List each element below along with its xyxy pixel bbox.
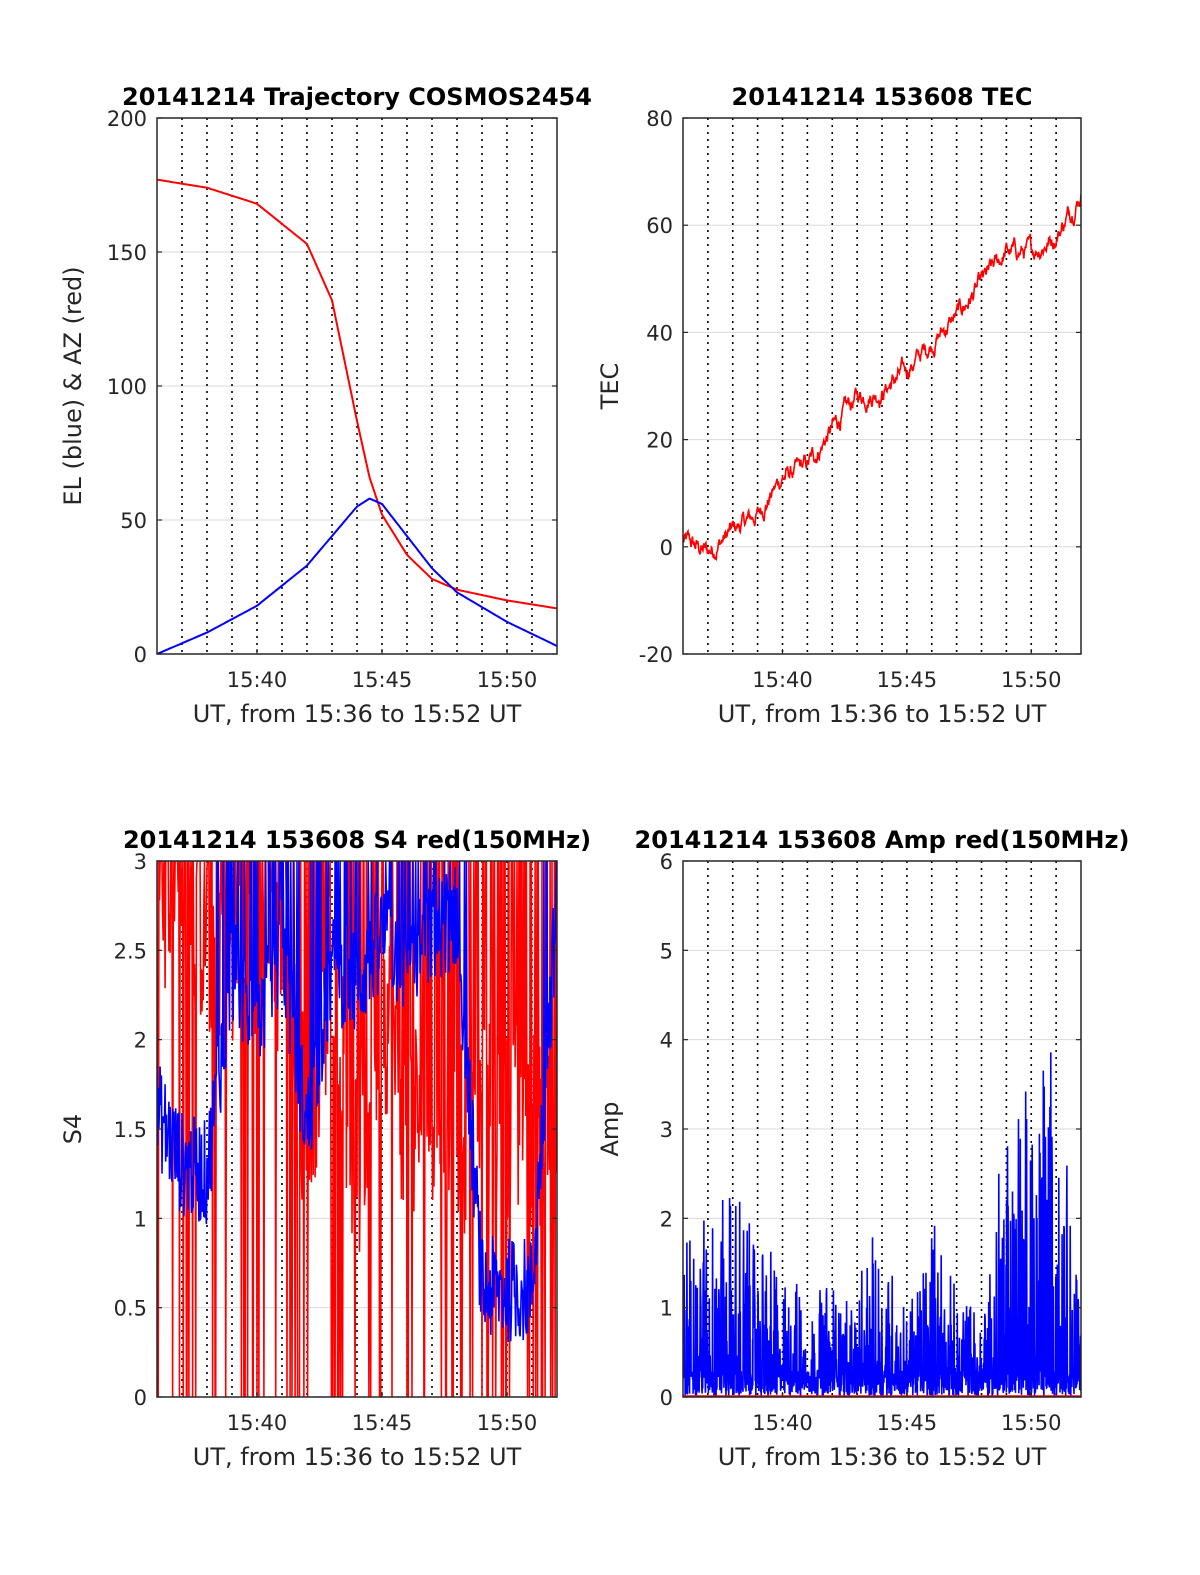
y-tick-label: 6 — [660, 850, 673, 874]
y-tick-label: 0 — [134, 1386, 147, 1410]
chart-panel-3: 0 0.5 1 1.5 2 2.5 3 15:40 15:45 15:50 20141214 153… — [59, 826, 591, 1471]
y-axis-label: S4 — [59, 1114, 87, 1145]
x-tick-label: 15:50 — [477, 668, 538, 692]
y-tick-label: 2.5 — [114, 939, 147, 963]
series-line-1 — [683, 1052, 1081, 1397]
y-axis-label: EL (blue) & AZ (red) — [59, 266, 87, 505]
y-tick-label: 1.5 — [114, 1118, 147, 1142]
chart-title: 20141214 153608 S4 red(150MHz) — [123, 826, 591, 854]
y-axis-label: TEC — [596, 363, 624, 411]
y-tick-label: 20 — [646, 429, 673, 453]
x-axis-label: UT, from 15:36 to 15:52 UT — [718, 1443, 1047, 1471]
x-tick-label: 15:40 — [227, 1411, 288, 1435]
y-tick-label: -20 — [639, 643, 673, 667]
y-tick-label: 0 — [660, 536, 673, 560]
chart-panel-4: 0 1 2 3 4 5 6 15:40 15:45 15:50 20141214 153608 Am… — [596, 826, 1129, 1471]
series-line-1 — [157, 178, 557, 610]
x-tick-label: 15:50 — [1001, 1411, 1062, 1435]
y-tick-label: 3 — [660, 1118, 673, 1142]
x-axis-label: UT, from 15:36 to 15:52 UT — [193, 1443, 522, 1471]
y-tick-label: 0.5 — [114, 1297, 147, 1321]
series-line-2 — [157, 497, 557, 654]
y-tick-label: 150 — [107, 241, 147, 265]
x-tick-label: 15:45 — [877, 1411, 938, 1435]
x-axis-label: UT, from 15:36 to 15:52 UT — [193, 700, 522, 728]
y-tick-label: 80 — [646, 107, 673, 131]
x-tick-label: 15:45 — [352, 668, 413, 692]
series-line-2 — [157, 861, 557, 1343]
axes-box — [682, 117, 1082, 655]
y-tick-label: 50 — [120, 509, 147, 533]
y-tick-label: 0 — [134, 643, 147, 667]
x-tick-label: 15:45 — [877, 668, 938, 692]
y-tick-label: 5 — [660, 939, 673, 963]
y-tick-label: 3 — [134, 850, 147, 874]
y-tick-label: 200 — [107, 107, 147, 131]
y-tick-label: 1 — [660, 1297, 673, 1321]
x-tick-label: 15:40 — [227, 668, 288, 692]
series-line-1 — [683, 193, 1081, 562]
y-tick-label: 100 — [107, 375, 147, 399]
y-tick-label: 4 — [660, 1029, 673, 1053]
chart-title: 20141214 153608 Amp red(150MHz) — [635, 826, 1130, 854]
x-tick-label: 15:40 — [752, 1411, 813, 1435]
x-axis-label: UT, from 15:36 to 15:52 UT — [718, 700, 1047, 728]
chart-title: 20141214 153608 TEC — [732, 83, 1033, 111]
y-tick-label: 60 — [646, 214, 673, 238]
chart-panel-2: -20 0 20 40 60 80 15:40 15:45 15:50 20141214 1536… — [596, 83, 1082, 728]
x-tick-label: 15:45 — [352, 1411, 413, 1435]
x-tick-label: 15:50 — [477, 1411, 538, 1435]
y-axis-label: Amp — [596, 1101, 624, 1156]
y-tick-label: 1 — [134, 1207, 147, 1231]
y-tick-label: 2 — [134, 1029, 147, 1053]
y-tick-label: 0 — [660, 1386, 673, 1410]
chart-title: 20141214 Trajectory COSMOS2454 — [122, 83, 592, 111]
chart-panel-1: 0 50 100 150 200 15:40 15:45 15:50 20141214 Traj… — [59, 83, 592, 728]
x-tick-label: 15:50 — [1001, 668, 1062, 692]
y-tick-label: 40 — [646, 321, 673, 345]
x-tick-label: 15:40 — [752, 668, 813, 692]
y-tick-label: 2 — [660, 1207, 673, 1231]
